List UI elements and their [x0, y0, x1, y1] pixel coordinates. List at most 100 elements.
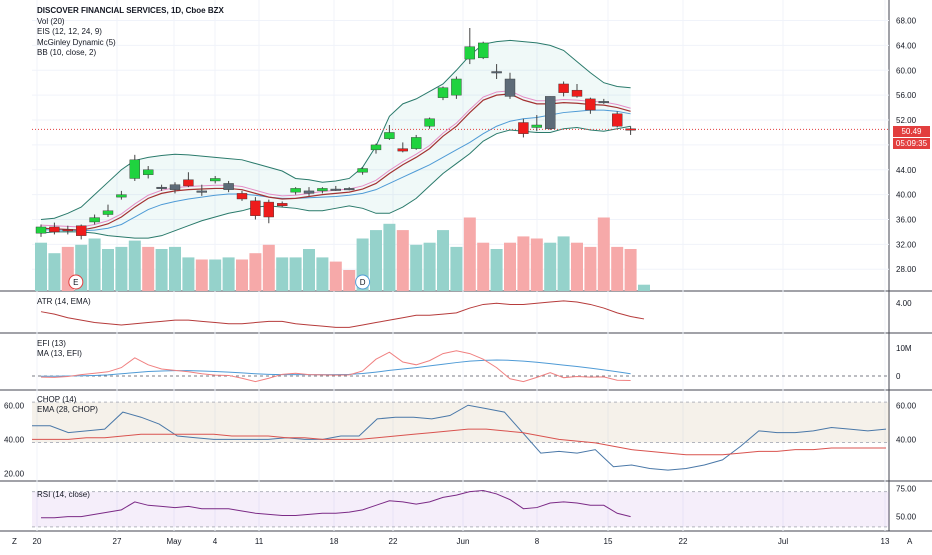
bb-band-fill: [41, 40, 631, 239]
volume-bar: [209, 259, 222, 291]
volume-bar: [249, 253, 262, 291]
indicator-mcginley[interactable]: McGinley Dynamic (5): [37, 37, 116, 47]
efi-title: EFI (13): [37, 339, 66, 348]
volume-bar: [303, 249, 315, 291]
candle-body: [424, 118, 435, 127]
candle-body: [129, 159, 141, 179]
candle-body: [625, 128, 636, 131]
volume-bar: [544, 242, 557, 291]
volume-bar: [638, 284, 650, 291]
x-tick-label: 15: [604, 537, 613, 546]
chop-band: [32, 402, 889, 443]
chop-title: CHOP (14): [37, 395, 77, 404]
mcginley-line: [40, 93, 631, 231]
indicator-eis[interactable]: EIS (12, 12, 24, 9): [37, 27, 102, 36]
candle-body: [397, 148, 408, 152]
candle-body: [317, 188, 328, 192]
volume-bar: [35, 242, 47, 291]
x-tick-label: Jun: [457, 537, 470, 546]
efi-legend[interactable]: EFI (13) MA (13, EFI): [37, 339, 82, 359]
chop-ema-title: EMA (28, CHOP): [37, 405, 98, 414]
candle-body: [411, 137, 422, 149]
volume-bar: [142, 246, 155, 291]
volume-bar: [128, 240, 141, 291]
candle-body: [344, 188, 355, 191]
candle-body: [62, 229, 73, 232]
candle-body: [531, 124, 542, 128]
volume-bar: [236, 259, 248, 291]
rsi-legend[interactable]: RSI (14, close): [37, 490, 90, 499]
chop-legend[interactable]: CHOP (14) EMA (28, CHOP): [37, 395, 98, 415]
candle-body: [437, 87, 449, 98]
candle-body: [49, 226, 60, 233]
zoom-button[interactable]: Z: [12, 537, 17, 546]
candle-body: [156, 186, 167, 189]
chop-right-tick: 60.00: [896, 401, 917, 410]
x-tick-label: 22: [389, 537, 398, 546]
candle-body: [545, 96, 556, 129]
volume-bar: [557, 236, 570, 291]
candle-body: [196, 190, 208, 193]
price-tick-label: 68.00: [896, 17, 917, 26]
volume-bar: [396, 230, 409, 291]
candle-body: [263, 201, 274, 218]
price-tick-label: 64.00: [896, 41, 917, 50]
candle-body: [558, 83, 569, 93]
rsi-tick-label: 50.00: [896, 513, 917, 522]
chart-title: DISCOVER FINANCIAL SERVICES, 1D, Cboe BZ…: [37, 6, 224, 15]
volume-bar: [490, 249, 503, 291]
volume-bar: [530, 238, 543, 291]
candle-body: [571, 89, 583, 97]
candle-body: [585, 98, 596, 111]
candle-body: [504, 78, 516, 97]
volume-bar: [343, 270, 356, 291]
candle-body: [464, 46, 475, 60]
candle-body: [142, 169, 154, 175]
auto-scale-button[interactable]: A: [907, 537, 913, 546]
volume-bar: [115, 246, 128, 291]
volume-bar: [437, 230, 449, 291]
candle-body: [250, 200, 261, 216]
rsi-line: [41, 490, 631, 519]
candle-body: [478, 42, 489, 59]
x-tick-label: 22: [679, 537, 688, 546]
candle-body: [598, 101, 609, 104]
atr-tick-label: 4.00: [896, 299, 912, 308]
candle-body: [209, 178, 221, 182]
price-tick-label: 60.00: [896, 66, 917, 75]
candle-body: [370, 144, 382, 151]
volume-bar: [477, 242, 490, 291]
rsi-tick-label: 75.00: [896, 484, 917, 493]
price-tick-label: 28.00: [896, 265, 917, 274]
volume-bar: [276, 257, 289, 291]
countdown-tag: 05:09:35: [893, 138, 930, 149]
indicator-bb[interactable]: BB (10, close, 2): [37, 48, 97, 57]
x-tick-label: 18: [330, 537, 339, 546]
last-price-tag: 50.49: [893, 126, 930, 137]
price-legend: DISCOVER FINANCIAL SERVICES, 1D, Cboe BZ…: [37, 6, 224, 59]
indicator-vol[interactable]: Vol (20): [37, 16, 65, 26]
bb-upper-line: [40, 39, 631, 220]
eis-slow-line: [40, 109, 631, 232]
candle-body: [491, 71, 502, 74]
candle-body: [116, 194, 127, 198]
candle-body: [35, 226, 47, 234]
efi-ma-line: [41, 359, 631, 377]
x-tick-label: 8: [535, 537, 540, 546]
efi-tick-label: 10M: [896, 344, 912, 353]
volume-bar: [504, 242, 516, 291]
price-tick-label: 52.00: [896, 116, 917, 125]
chop-left-tick: 40.00: [4, 435, 25, 444]
volume-bar: [195, 259, 208, 291]
efi-line: [40, 350, 631, 383]
volume-bar: [222, 257, 235, 291]
candle-body: [75, 225, 87, 236]
candle-body: [357, 168, 368, 173]
atr-legend[interactable]: ATR (14, EMA): [37, 297, 91, 306]
volume-bar: [383, 223, 396, 291]
candle-body: [290, 188, 301, 193]
chop-ema-line: [32, 428, 886, 456]
candle-body: [169, 184, 181, 190]
volume-bar: [624, 249, 637, 291]
